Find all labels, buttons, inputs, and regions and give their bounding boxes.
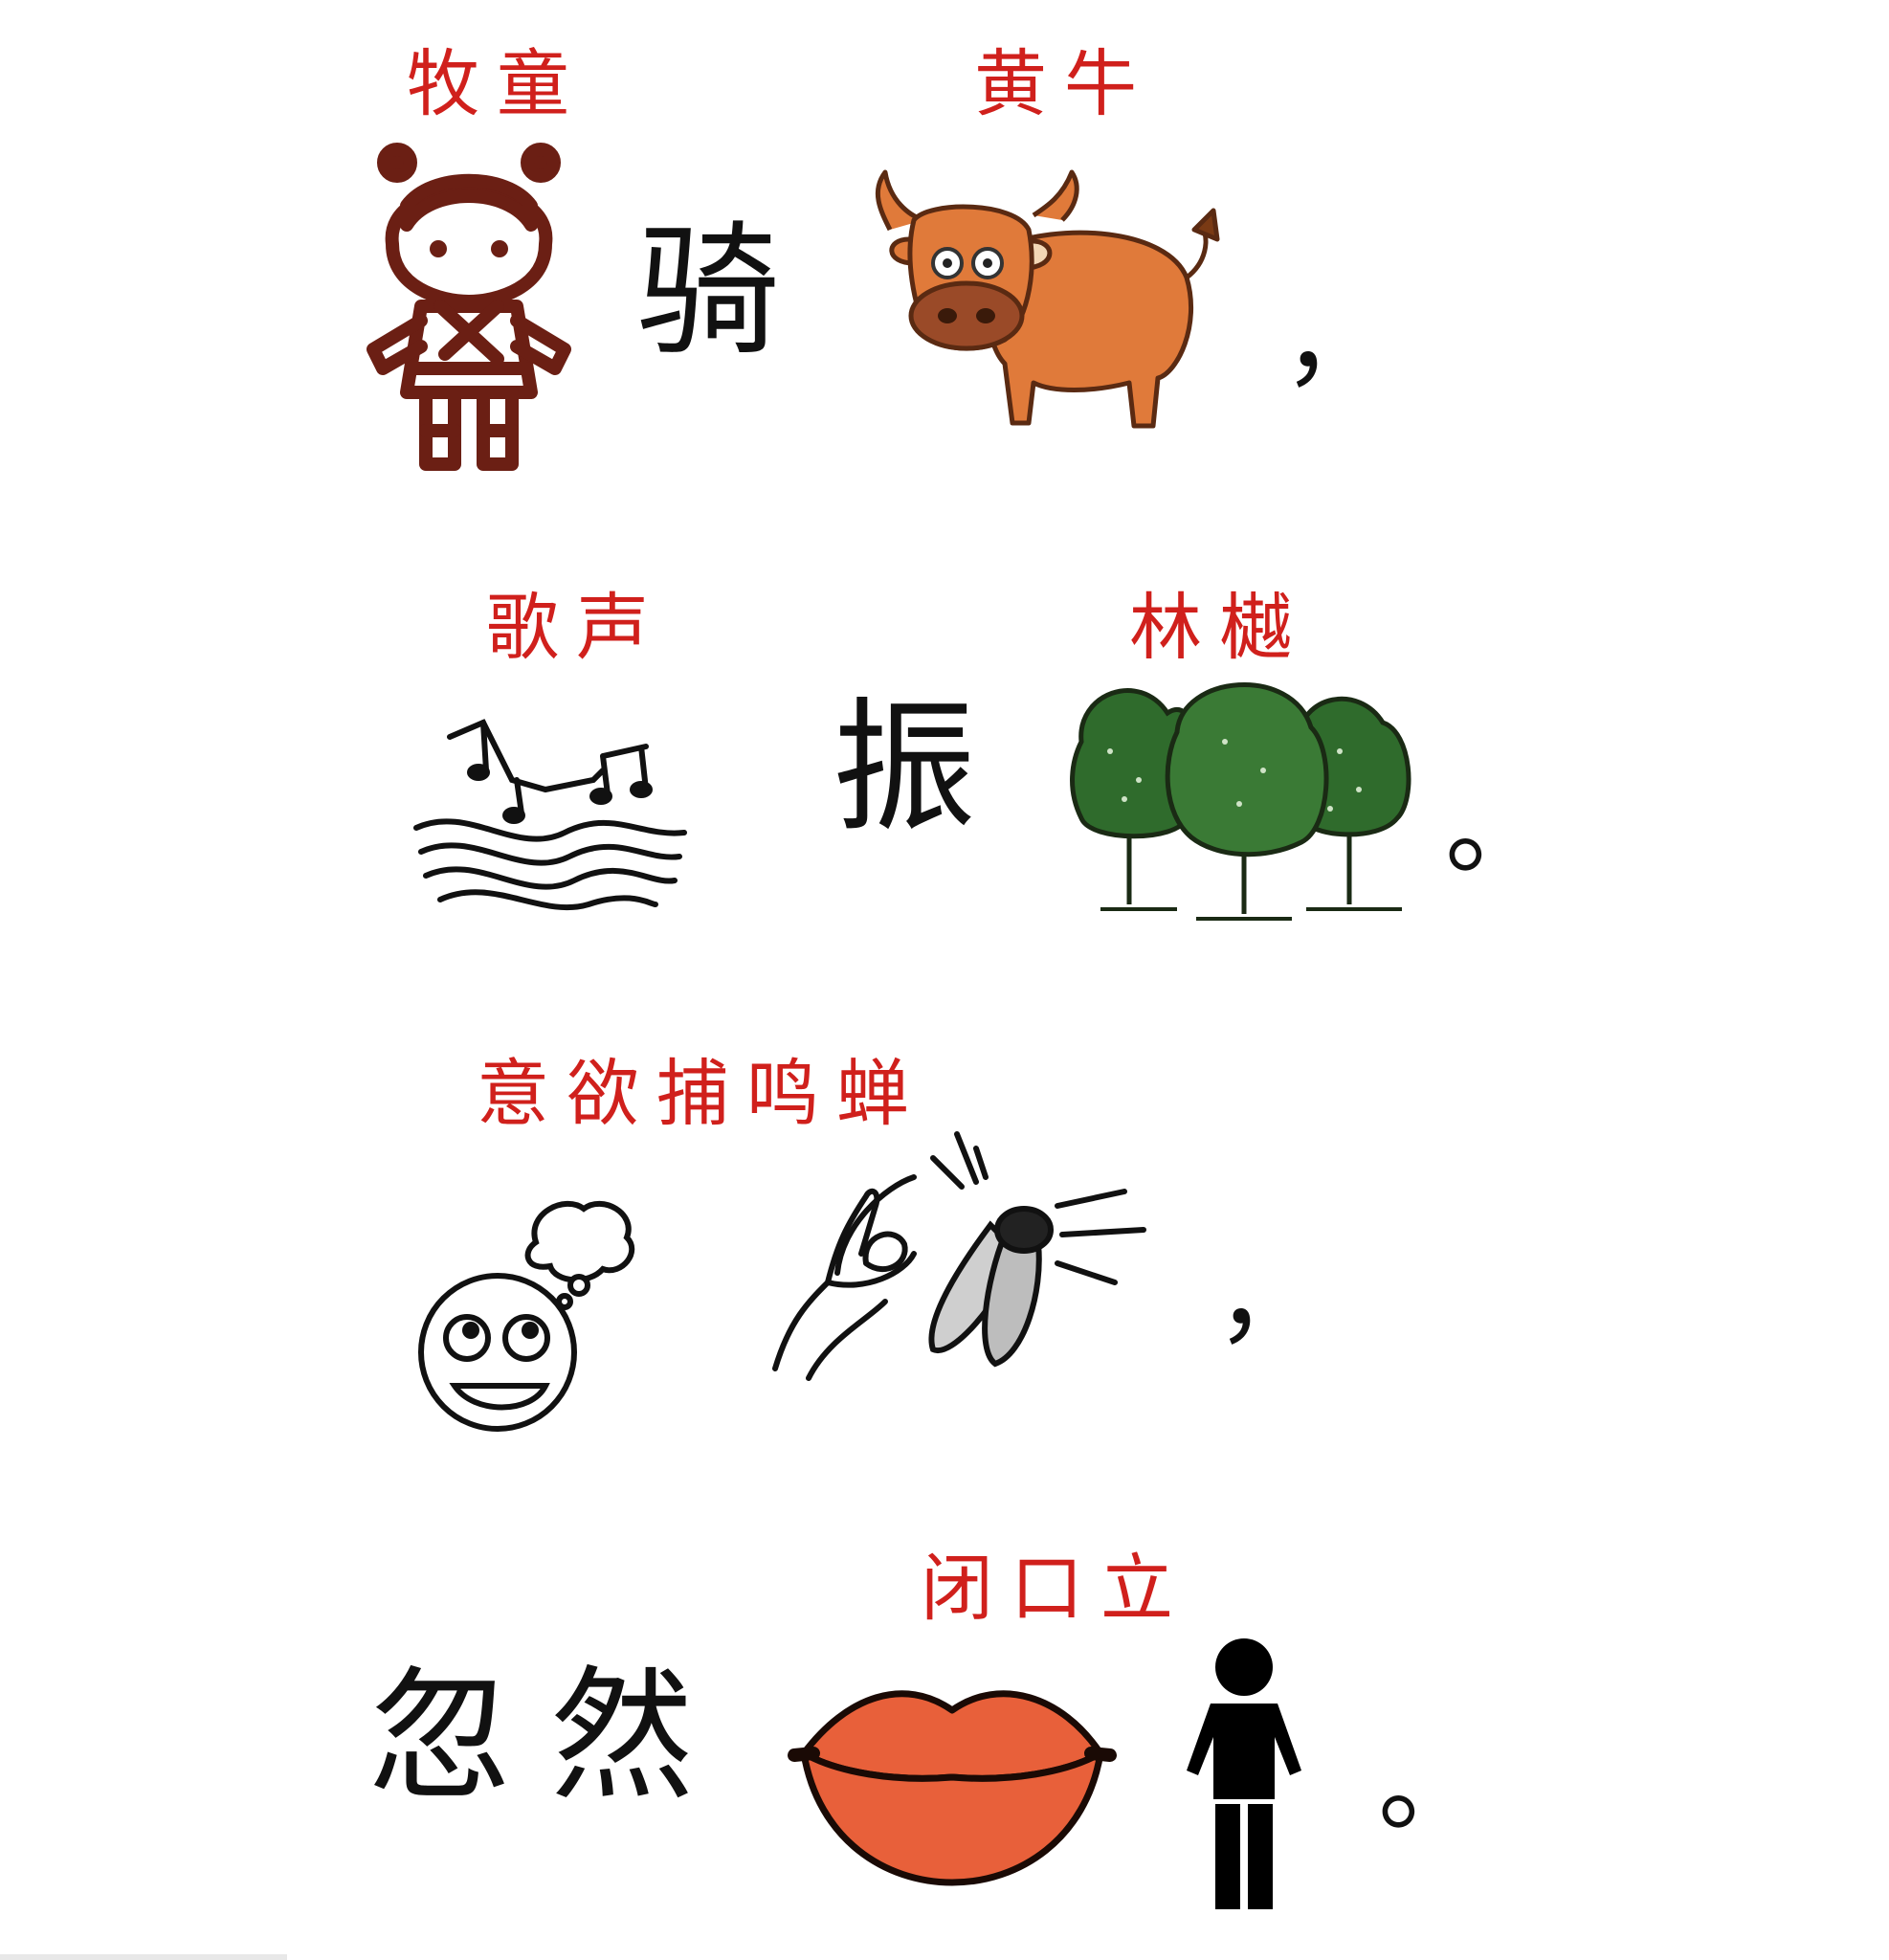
lips-icon — [788, 1690, 1117, 1886]
label-song: 歌声 — [486, 585, 666, 670]
label-yellow-ox: 黄牛 — [974, 41, 1154, 126]
catch-cicada-icon — [772, 1131, 1146, 1381]
verb-shake: 振 — [833, 685, 977, 852]
music-staff-icon — [413, 719, 687, 911]
label-want-catch-cicada: 意欲捕鸣蝉 — [477, 1051, 926, 1136]
label-herd-boy: 牧童 — [407, 41, 587, 126]
child-icon — [367, 143, 571, 471]
scan-edge — [0, 1954, 287, 1960]
label-close-mouth-stand: 闭口立 — [921, 1546, 1190, 1631]
ox-icon — [875, 169, 1220, 429]
thinking-face-icon — [418, 1200, 635, 1432]
label-woods: 林樾 — [1129, 585, 1309, 670]
period-2: 。 — [1378, 1724, 1483, 1846]
verb-ride: 骑 — [636, 209, 781, 375]
comma-2: ， — [1215, 1236, 1321, 1358]
trees-icon — [1070, 682, 1411, 921]
word-suddenly: 忽然 — [368, 1654, 733, 1820]
standing-person-icon — [1187, 1638, 1301, 1909]
period-1: 。 — [1445, 767, 1550, 889]
comma-1: ， — [1282, 278, 1388, 401]
